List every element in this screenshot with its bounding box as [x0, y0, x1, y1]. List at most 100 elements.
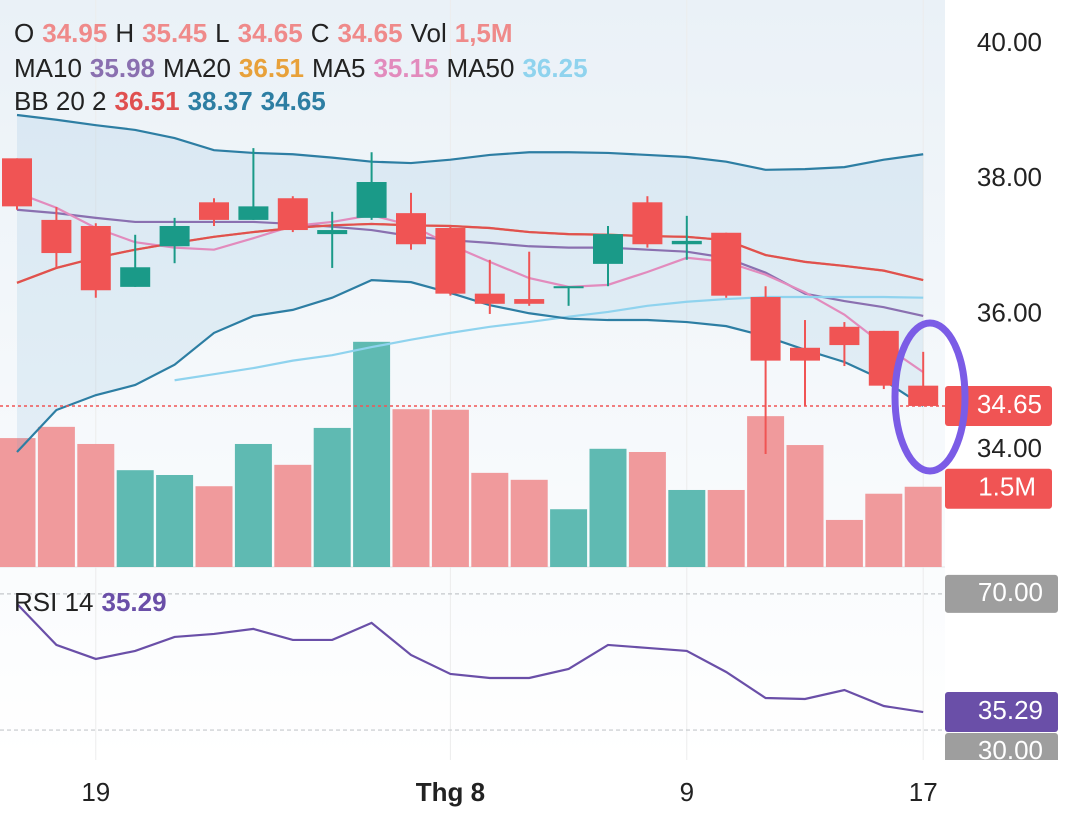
rsi-tick-label: 30.00 — [978, 735, 1043, 765]
rsi-box — [945, 692, 1058, 733]
x-tick-label: 19 — [81, 777, 110, 807]
axis-layer: 19 Thg 8 9 17 40.00 38.00 36.00 34.00 34.65 1.5M 7… — [14, 18, 1058, 807]
volume-bar — [313, 427, 351, 567]
volume-bar — [825, 519, 863, 567]
legend-value: 35.98 — [90, 53, 155, 83]
legend-label: MA5 — [312, 53, 365, 83]
volume-bar — [510, 479, 548, 567]
legend-row: RSI 14 35.29 — [14, 587, 167, 617]
plot-layer — [0, 0, 945, 760]
legend-label: BB 20 2 — [14, 86, 107, 116]
legend-value: 35.15 — [373, 53, 438, 83]
legend-value: 38.37 — [188, 86, 253, 116]
legend-value: 35.29 — [102, 587, 167, 617]
legend-label: H — [115, 18, 134, 48]
legend-row: O 34.95 H 35.45 L 34.65 C 34.65 Vol 1,5M — [14, 18, 513, 48]
candle-body — [120, 267, 151, 287]
candle-body — [2, 158, 32, 207]
candle-body — [711, 232, 742, 296]
legend-row: BB 20 2 36.51 38.37 34.65 — [14, 86, 326, 116]
bb-upper — [16, 113, 924, 171]
rsi-tick-box — [945, 733, 1058, 760]
y-tick-label: 34.00 — [977, 433, 1042, 463]
candle-body — [474, 293, 505, 304]
volume-bar — [195, 486, 233, 567]
x-tick-label: 9 — [680, 777, 694, 807]
ma-line — [16, 208, 924, 318]
legend-label: MA10 — [14, 53, 82, 83]
legend-value: 34.95 — [42, 18, 107, 48]
candle-body — [159, 225, 190, 247]
legend-value: 36.51 — [115, 86, 180, 116]
ma-line — [16, 191, 924, 374]
x-tick-label: Thg 8 — [416, 777, 485, 807]
candle-body — [750, 297, 781, 361]
y-tick-label: 40.00 — [977, 27, 1042, 57]
rsi-tick-group: 30.00 — [945, 733, 1058, 765]
candle-body — [829, 326, 860, 346]
rsi-box-label: 35.29 — [978, 695, 1043, 725]
legend-value: 34.65 — [261, 86, 326, 116]
volume-bar — [116, 470, 154, 567]
candle-body — [671, 240, 702, 245]
legend-value: 36.25 — [522, 53, 587, 83]
legend-value: 35.45 — [142, 18, 207, 48]
candle-body — [908, 385, 939, 406]
volume-bar — [589, 448, 627, 567]
volume-bar — [865, 493, 903, 567]
price-box-label: 34.65 — [977, 389, 1042, 419]
candle-body — [396, 213, 426, 245]
y-tick-label: 38.00 — [977, 162, 1042, 192]
volume-box — [945, 468, 1052, 509]
legend-value: 36.51 — [239, 53, 304, 83]
volume-bar — [628, 451, 666, 567]
legend-label: C — [311, 18, 330, 48]
volume-bar — [156, 474, 194, 567]
volume-bar — [904, 486, 942, 567]
volume-bar — [77, 443, 115, 567]
candle-body — [80, 225, 111, 291]
volume-bar — [392, 409, 430, 567]
legend-label: Vol — [411, 18, 447, 48]
x-tick-label: 17 — [909, 777, 938, 807]
volume-bar — [353, 341, 391, 567]
legend-value: 34.65 — [338, 18, 403, 48]
legend-row: MA10 35.98 MA20 36.51 MA5 35.15 MA50 36.25 — [14, 53, 588, 83]
rsi-tick-box — [945, 574, 1058, 613]
legend-label: RSI 14 — [14, 587, 94, 617]
volume-bar — [550, 509, 588, 567]
candle-body — [277, 198, 308, 231]
legend-label: MA20 — [163, 53, 231, 83]
candle-body — [514, 299, 545, 304]
rsi-line — [16, 603, 924, 714]
volume-bar — [37, 426, 75, 567]
candle-body — [199, 202, 229, 220]
candle-body — [41, 219, 72, 254]
candle-body — [632, 202, 663, 245]
volume-bar — [0, 438, 36, 567]
candle-body — [356, 182, 387, 218]
candle-body — [238, 206, 269, 220]
candle-body — [790, 347, 820, 361]
plot-background — [0, 0, 945, 760]
volume-box-label: 1.5M — [978, 472, 1036, 502]
price-box — [945, 385, 1052, 426]
candle-body — [553, 286, 584, 289]
candle-body — [317, 230, 348, 235]
candle-body — [435, 228, 466, 294]
volume-bar — [274, 464, 312, 567]
legend-label: O — [14, 18, 34, 48]
legend-label: MA50 — [447, 53, 515, 83]
volume-bar — [668, 489, 706, 567]
legend-label: L — [215, 18, 229, 48]
volume-bar — [786, 445, 824, 567]
volume-bar — [707, 489, 745, 567]
y-tick-label: 36.00 — [977, 297, 1042, 327]
volume-bar — [471, 472, 509, 567]
rsi-tick-label: 70.00 — [978, 577, 1043, 607]
rsi-tick-group: 70.00 — [945, 574, 1058, 613]
legend-value: 34.65 — [238, 18, 303, 48]
volume-bar — [431, 409, 469, 567]
bb-fill — [17, 115, 924, 452]
